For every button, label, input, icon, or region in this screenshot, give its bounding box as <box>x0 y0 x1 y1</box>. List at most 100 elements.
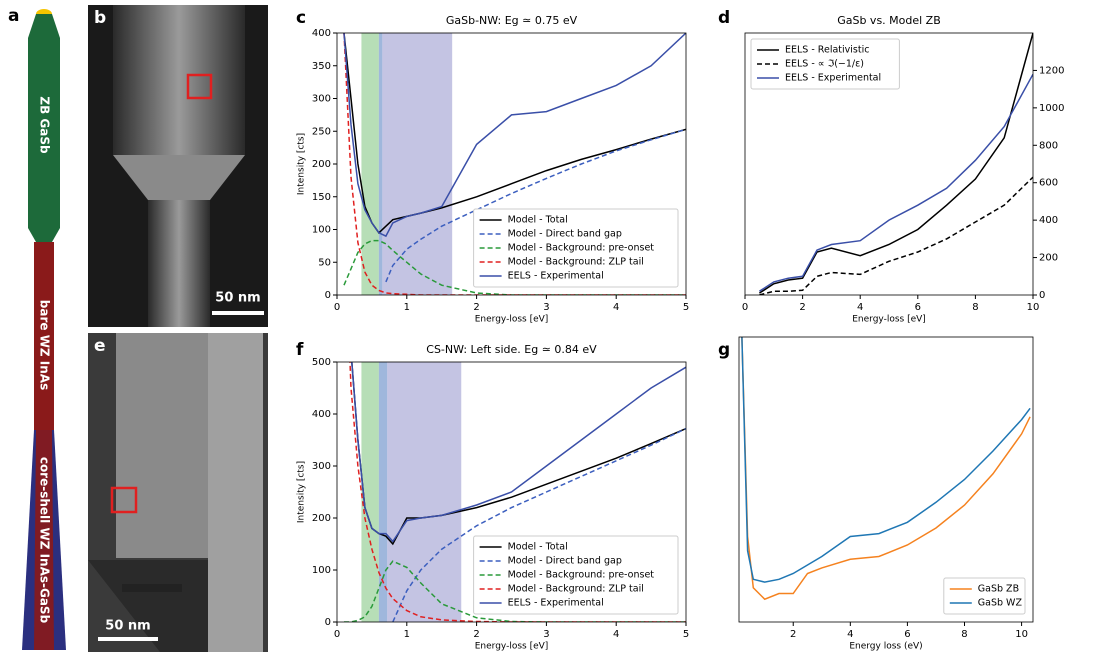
legend-label: GaSb WZ <box>978 598 1023 609</box>
legend-label: Model - Background: ZLP tail <box>508 257 644 268</box>
x-tick-label: 2 <box>473 629 479 640</box>
chart-title: GaSb-NW: Eg ≃ 0.75 eV <box>446 14 578 27</box>
y-tick-label: 350 <box>312 61 331 72</box>
y2-tick-label: 200 <box>1039 253 1058 264</box>
series-line <box>758 33 1033 294</box>
chart-title: GaSb vs. Model ZB <box>837 14 941 27</box>
y-tick-label: 500 <box>312 357 331 368</box>
series-line <box>344 560 686 622</box>
y-tick-label: 400 <box>312 409 331 420</box>
chart-title: CS-NW: Left side. Eg ≃ 0.84 eV <box>426 343 597 356</box>
scale-bar-label: 50 nm <box>215 291 260 306</box>
plot-area <box>741 337 1031 601</box>
series-line <box>343 239 686 295</box>
y-axis-label: Intensity [cts] <box>297 461 307 523</box>
y-tick-label: 100 <box>312 225 331 236</box>
frame <box>336 361 687 623</box>
legend-label: EELS - Experimental <box>508 598 604 609</box>
x-axis-label: Energy loss (eV) <box>849 642 922 652</box>
panel-letter: b <box>94 8 106 28</box>
shaded-region <box>382 33 453 295</box>
x-axis-label: Energy-loss [eV] <box>852 315 926 325</box>
schematic-label: core-shell WZ InAs-GaSb <box>38 457 52 624</box>
legend-label: Model - Direct band gap <box>508 229 622 240</box>
panel-letter: d <box>718 8 730 28</box>
plot-area <box>758 33 1033 295</box>
legend-label: Model - Background: pre-onset <box>508 570 655 581</box>
legend-label: Model - Total <box>508 542 568 553</box>
x-tick-label: 6 <box>915 302 921 313</box>
legend-label: Model - Direct band gap <box>508 556 622 567</box>
y-tick-label: 300 <box>312 461 331 472</box>
panel-letter: e <box>94 336 106 356</box>
series-line <box>349 362 686 622</box>
x-tick-label: 5 <box>683 302 689 313</box>
series-line <box>741 337 1031 601</box>
y-axis-label: Intensity [cts] <box>297 133 307 195</box>
x-tick-label: 0 <box>334 302 340 313</box>
legend-box <box>750 38 900 90</box>
legend-label: EELS - Experimental <box>785 73 881 84</box>
panel-letter: a <box>8 6 19 26</box>
y2-tick-label: 400 <box>1039 215 1058 226</box>
series-line <box>343 33 686 238</box>
series-line <box>385 128 686 283</box>
x-tick-label: 4 <box>613 302 619 313</box>
legend-label: Model - Total <box>508 215 568 226</box>
x-tick-label: 8 <box>972 302 978 313</box>
y2-tick-label: 0 <box>1039 290 1045 301</box>
x-tick-label: 3 <box>543 302 549 313</box>
legend-box <box>473 208 679 288</box>
legend-label: EELS - ∝ ℑ(−1/ε) <box>785 59 864 70</box>
y-tick-label: 250 <box>312 126 331 137</box>
y-tick-label: 150 <box>312 192 331 203</box>
shaded-region <box>361 362 379 622</box>
y2-tick-label: 1000 <box>1039 103 1064 114</box>
shaded-region <box>361 33 379 295</box>
frame <box>738 336 1034 623</box>
x-tick-label: 2 <box>473 302 479 313</box>
legend-label: Model - Background: ZLP tail <box>508 584 644 595</box>
panel-letter: g <box>718 340 730 360</box>
y2-tick-label: 800 <box>1039 140 1058 151</box>
x-tick-label: 3 <box>543 629 549 640</box>
legend-label: Model - Background: pre-onset <box>508 243 655 254</box>
plot-area <box>344 362 686 622</box>
x-tick-label: 4 <box>613 629 619 640</box>
y-tick-label: 0 <box>325 617 331 628</box>
shaded-region <box>378 362 388 622</box>
y-tick-label: 200 <box>312 159 331 170</box>
series-line <box>351 362 686 543</box>
legend-box <box>943 577 1026 615</box>
schematic-label: ZB GaSb <box>38 96 52 154</box>
x-tick-label: 8 <box>961 629 967 640</box>
y2-tick-label: 600 <box>1039 178 1058 189</box>
micrograph: 50 nm <box>88 333 268 652</box>
legend-box <box>473 535 679 615</box>
micrograph: 50 nm <box>88 5 268 327</box>
legend-label: EELS - Relativistic <box>785 45 869 56</box>
y-tick-label: 200 <box>312 513 331 524</box>
x-tick-label: 5 <box>683 629 689 640</box>
y-tick-label: 400 <box>312 28 331 39</box>
legend-label: EELS - Experimental <box>508 271 604 282</box>
series-line <box>741 337 1031 583</box>
x-axis-label: Energy-loss [eV] <box>475 315 549 325</box>
series-line <box>758 73 1033 292</box>
plot-area <box>343 33 686 295</box>
series-line <box>759 176 1033 295</box>
x-tick-label: 10 <box>1027 302 1040 313</box>
x-tick-label: 6 <box>904 629 910 640</box>
x-tick-label: 1 <box>404 629 410 640</box>
x-tick-label: 0 <box>334 629 340 640</box>
scale-bar-label: 50 nm <box>105 619 150 634</box>
legend-label: GaSb ZB <box>978 584 1019 595</box>
x-tick-label: 1 <box>404 302 410 313</box>
x-tick-label: 2 <box>790 629 796 640</box>
x-tick-label: 10 <box>1015 629 1028 640</box>
y-tick-label: 50 <box>318 257 331 268</box>
panel-letter: f <box>296 340 304 360</box>
schematic-label: bare WZ InAs <box>38 300 52 390</box>
x-tick-label: 4 <box>847 629 853 640</box>
